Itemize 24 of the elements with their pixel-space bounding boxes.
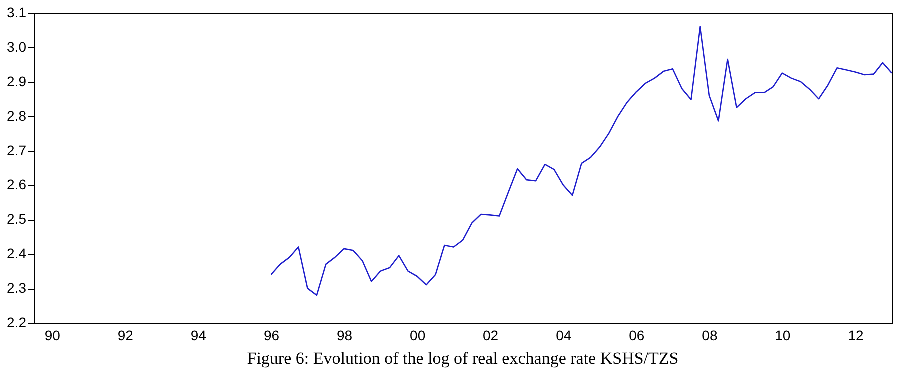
y-tick-label: 2.8 — [7, 108, 27, 124]
x-tick-label: 10 — [775, 328, 791, 344]
y-tick-label: 2.7 — [7, 142, 27, 158]
x-tick-label: 00 — [410, 328, 426, 344]
x-tick-label: 04 — [556, 328, 572, 344]
x-tick-label: 02 — [483, 328, 499, 344]
text: Figure 6: Evolution of the log of real exchange rate KSHS/TZS — [247, 349, 679, 368]
x-tick-label: 94 — [190, 328, 207, 344]
y-tick-label: 2.4 — [7, 246, 27, 262]
x-tick-label: 98 — [336, 328, 353, 344]
x-tick-label: 96 — [264, 328, 280, 344]
y-tick-label: 2.9 — [7, 73, 27, 90]
x-tick-label: 06 — [629, 328, 645, 344]
x-tick-label: 90 — [44, 328, 61, 344]
y-tick-label: 2.3 — [7, 280, 27, 296]
x-tick-label: 92 — [118, 328, 134, 344]
y-tick-label: 3.1 — [7, 4, 27, 20]
y-tick-label: 2.2 — [7, 314, 27, 330]
y-tick-label: 2.6 — [7, 176, 27, 193]
line-series — [270, 26, 892, 296]
y-tick-label: 2.5 — [7, 211, 27, 228]
y-tick-label: 3.0 — [7, 38, 27, 55]
x-tick-label: 12 — [848, 328, 864, 344]
x-tick-label: 08 — [702, 328, 718, 344]
